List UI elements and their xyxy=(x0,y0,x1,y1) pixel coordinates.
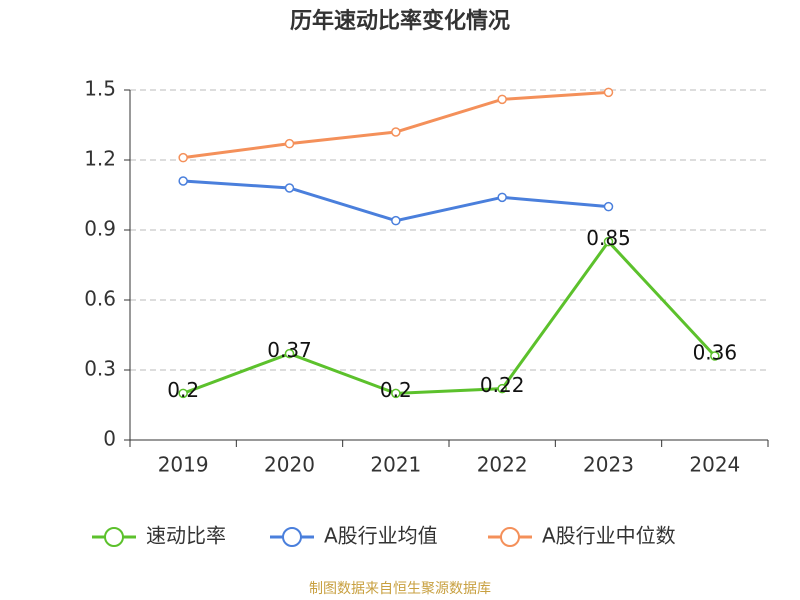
y-tick-label: 1.2 xyxy=(84,147,116,171)
legend-label: A股行业均值 xyxy=(324,524,438,548)
x-tick-label: 2019 xyxy=(158,453,209,477)
point xyxy=(497,383,507,394)
legend-marker xyxy=(282,527,302,547)
point xyxy=(178,388,188,399)
data-label: 0.2 xyxy=(167,378,199,402)
point xyxy=(497,94,507,105)
point xyxy=(178,152,188,163)
point xyxy=(497,192,507,203)
point xyxy=(391,215,401,226)
legend-marker xyxy=(104,527,124,547)
x-tick-label: 2020 xyxy=(264,453,315,477)
point xyxy=(284,183,295,193)
legend-marker xyxy=(500,527,520,547)
y-tick-label: 0 xyxy=(103,427,116,451)
legend-label: A股行业中位数 xyxy=(542,524,676,548)
legend-label: 速动比率 xyxy=(146,524,226,548)
point xyxy=(603,236,614,247)
series-line xyxy=(183,179,609,223)
data-label: 0.22 xyxy=(480,373,525,397)
point xyxy=(391,388,401,399)
point xyxy=(178,176,188,186)
point xyxy=(603,87,614,98)
point xyxy=(391,127,401,137)
data-label: 0.2 xyxy=(380,378,412,402)
data-label: 0.85 xyxy=(586,226,631,250)
y-tick-label: 0.6 xyxy=(84,287,116,311)
data-label: 0.37 xyxy=(267,338,312,362)
x-tick-label: 2021 xyxy=(370,453,421,477)
y-tick-label: 0.9 xyxy=(84,217,116,241)
x-tick-label: 2022 xyxy=(477,453,528,477)
point xyxy=(284,138,295,149)
point xyxy=(710,351,720,361)
y-tick-label: 0.3 xyxy=(84,357,116,381)
x-tick-label: 2023 xyxy=(583,453,634,477)
data-label: 0.36 xyxy=(693,341,738,365)
series-line xyxy=(182,90,609,160)
x-tick-label: 2024 xyxy=(689,453,740,477)
source-note: 制图数据来自恒生聚源数据库 xyxy=(309,581,491,597)
chart-title: 历年速动比率变化情况 xyxy=(290,8,510,34)
y-tick-label: 1.5 xyxy=(84,77,116,101)
point xyxy=(284,348,295,359)
series-line xyxy=(182,239,716,395)
point xyxy=(603,201,614,212)
